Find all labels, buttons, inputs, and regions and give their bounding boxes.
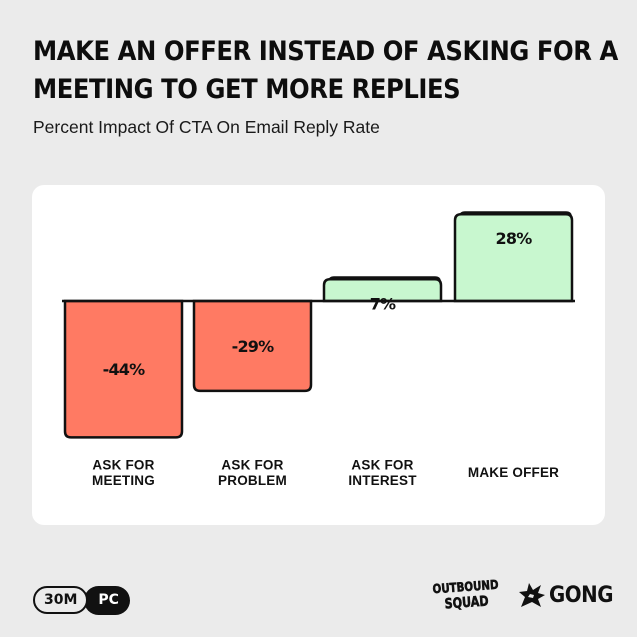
page-title: MAKE AN OFFER INSTEAD OF ASKING FOR A ME… — [33, 33, 618, 109]
footer-badges: 30M PC — [33, 585, 130, 615]
category-label: MEETING — [92, 473, 155, 488]
gong-burst-icon — [519, 583, 545, 607]
chart-subtitle: Percent Impact Of CTA On Email Reply Rat… — [33, 117, 380, 137]
badge-pc: PC — [84, 585, 130, 615]
bar-value-label: -44% — [103, 360, 146, 379]
bar-value-label: 28% — [496, 229, 533, 248]
category-label: ASK FOR — [92, 457, 154, 472]
category-label: ASK FOR — [221, 457, 283, 472]
outbound-squad-logo: OUTBOUND SQUAD — [432, 576, 499, 612]
category-label: INTEREST — [348, 473, 417, 488]
bar — [322, 278, 443, 303]
gong-wordmark: GONG — [549, 582, 614, 608]
category-label: PROBLEM — [218, 473, 287, 488]
bar — [453, 212, 574, 303]
logo-squad-line2: SQUAD — [444, 593, 489, 612]
bar-value-label: 7% — [370, 294, 396, 313]
category-label: MAKE OFFER — [468, 465, 559, 480]
category-label: ASK FOR — [351, 457, 413, 472]
bar — [192, 299, 313, 393]
badge-30m: 30M — [33, 586, 89, 614]
logo-squad-line1: OUTBOUND — [432, 577, 499, 597]
bar — [63, 299, 184, 439]
bar-value-label: -29% — [232, 337, 275, 356]
title-line-2: MEETING TO GET MORE REPLIES — [33, 74, 461, 105]
gong-logo: GONG — [517, 578, 620, 612]
chart-card: -44% ASK FOR MEETING -29% ASK FOR PROBLEM 7% AS… — [32, 185, 605, 525]
title-line-1: MAKE AN OFFER INSTEAD OF ASKING FOR A — [33, 36, 618, 67]
